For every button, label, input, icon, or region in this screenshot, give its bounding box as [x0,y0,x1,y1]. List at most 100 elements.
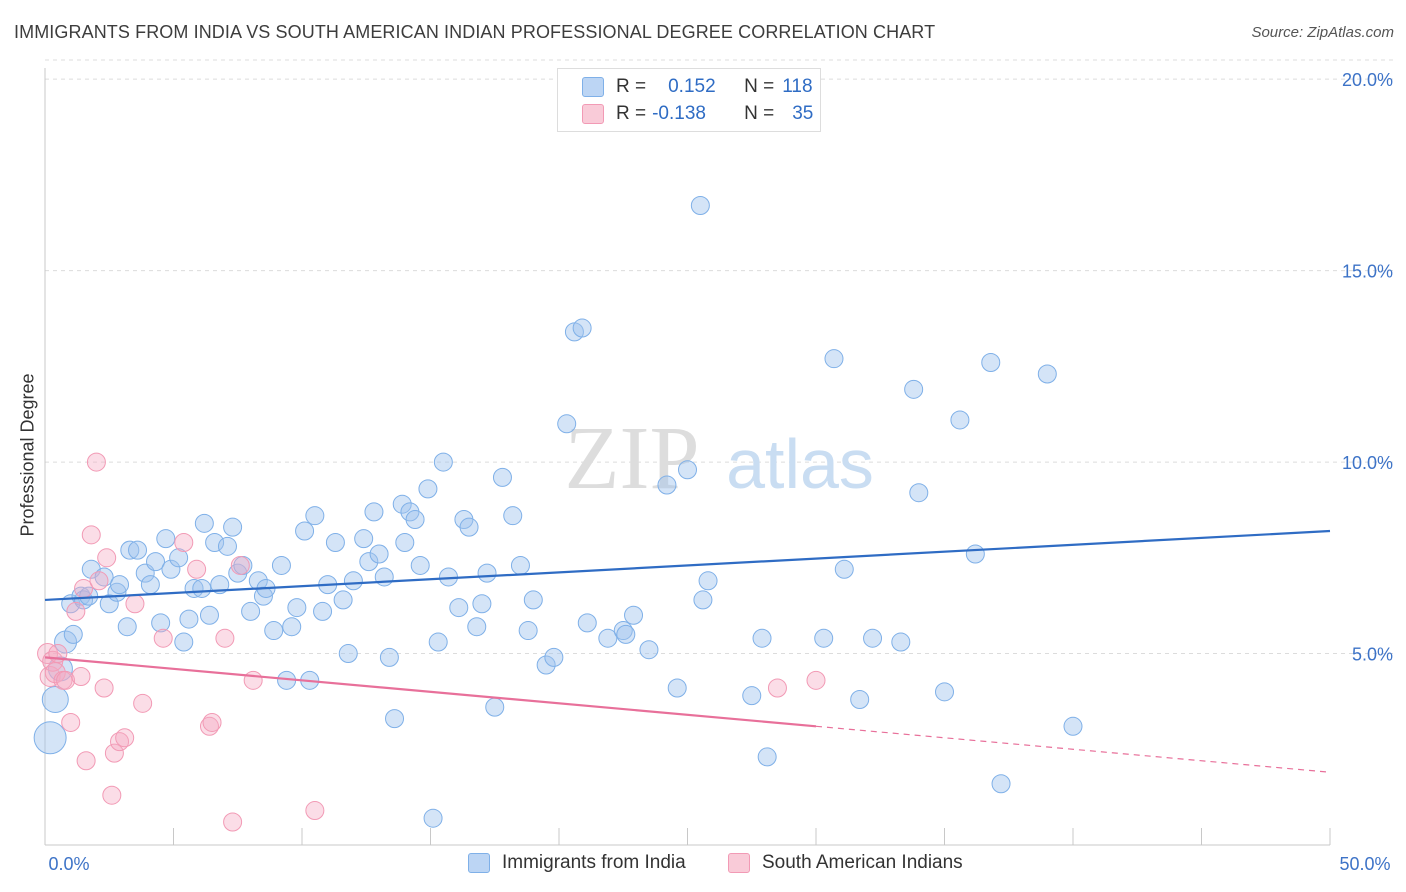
india-point [1037,364,1057,384]
india-point [210,575,230,595]
india-point [325,532,345,552]
india-point [385,709,405,729]
bottom-legend-south-american: South American Indians [728,852,963,874]
india-point [1063,716,1083,736]
legend-n-label: N = [744,76,775,97]
india-point [752,628,772,648]
india-point [572,318,592,338]
chart-title: IMMIGRANTS FROM INDIA VS SOUTH AMERICAN … [14,22,936,42]
india-point [577,613,597,633]
india-point [199,605,219,625]
x-tick-label: 50.0% [1339,854,1390,874]
india-point [598,628,618,648]
india-point [248,571,268,591]
india-point [678,460,697,480]
south-american-point [202,712,222,732]
india-point [935,682,954,702]
south-american-point [133,693,153,713]
india-point [63,624,83,644]
india-point [120,540,140,560]
y-axis-label: Professional Degree [17,373,38,537]
india-point [354,529,374,549]
india-point [128,540,148,560]
south-american-point [66,601,86,621]
india-point [338,644,358,664]
legend-swatch-south-american [582,104,604,124]
india-point [950,410,970,430]
south-american-point [174,532,194,552]
y-tick-label: 15.0% [1342,262,1393,282]
india-point [523,590,543,610]
south-american-point [305,801,325,821]
india-point [117,617,137,637]
india-point [192,578,212,598]
south-american-point [97,548,117,568]
axes [44,68,1331,846]
india-point [467,617,487,637]
watermark: ZIP atlas [565,409,874,508]
south-american-point [153,628,173,648]
south-american-point [86,452,106,472]
south-american-point [102,785,122,805]
india-point [374,567,394,587]
india-point [33,721,67,755]
india-point [359,552,379,572]
india-point [428,632,448,652]
india-point [472,594,492,614]
india-point [140,575,160,595]
chart-source: Source: ZipAtlas.com [1251,24,1394,41]
legend-row-india: R = 0.152 N = 118 [582,75,813,99]
legend-r-label: R = [616,76,647,97]
legend-row-south-american: R = -0.138 N = 35 [582,102,813,126]
south-american-point [89,571,109,591]
india-point [313,601,333,621]
india-point [757,747,777,767]
india-point [616,624,636,644]
india-point [110,575,130,595]
south-american-point [44,662,66,684]
data-points [33,196,1083,832]
south-american-point [81,525,101,545]
south-american-point [115,728,135,748]
south-american-point [806,670,826,690]
india-point [369,544,389,564]
trend-lines [44,529,1331,773]
legend-swatch-india [582,77,604,97]
correlation-legend: R = 0.152 N = 118 R = -0.138 N = 35 [557,68,821,132]
india-point [392,494,412,514]
india-point [205,532,225,552]
india-point [657,475,677,495]
india-point [624,605,644,625]
south-american-trend-line [44,656,817,728]
south-american-point [230,555,250,575]
india-point [485,697,505,717]
india-point [264,621,284,641]
south-american-point [56,670,76,690]
india-point [690,196,710,216]
south-american-point [187,559,207,579]
legend-r-label: R = [616,103,647,124]
india-point [287,598,307,618]
tick-labels: 5.0% 10.0% 15.0% 20.0% 0.0% 50.0% [48,70,1393,874]
india-point [223,517,243,537]
india-point [449,598,469,618]
bottom-legend-india: Immigrants from India [468,852,686,874]
south-american-point [94,678,114,698]
india-point [146,552,166,572]
india-point [433,452,453,472]
x-tick-label: 0.0% [48,854,89,874]
india-point [510,555,530,575]
watermark-zip: ZIP [565,409,700,508]
india-point [639,640,659,660]
india-point [850,689,870,709]
south-american-point [110,732,130,752]
bottom-legend-label: South American Indians [762,852,963,873]
india-point [834,559,854,579]
india-point [405,510,425,530]
india-point [156,529,176,549]
india-point [253,586,273,606]
india-point [94,567,114,587]
india-point [174,632,194,652]
y-tick-label: 5.0% [1352,645,1393,665]
